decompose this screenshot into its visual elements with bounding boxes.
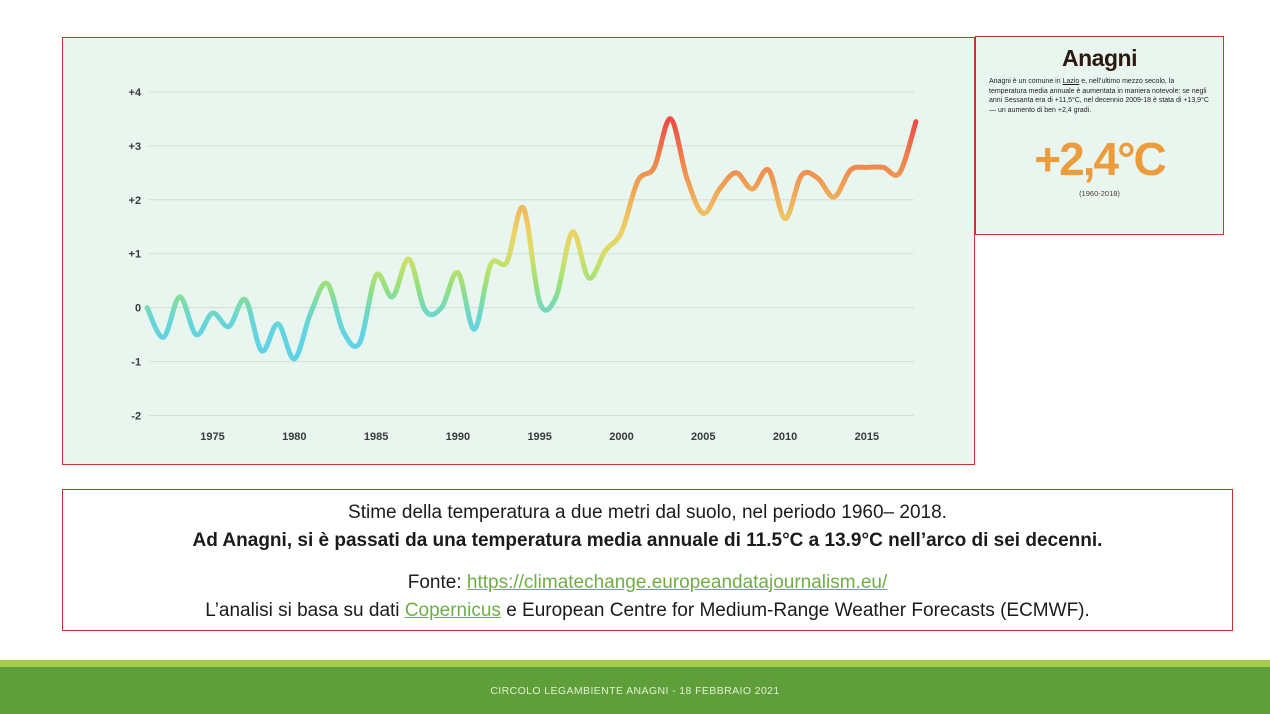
info-body-text-pre: Anagni è un comune in: [989, 78, 1063, 85]
temperature-chart-panel: +4 +3 +2 +1 0 -1 -2 1975 1980 1985 1990 1995 2000 200…: [62, 37, 975, 465]
caption-source-line: Fonte: https://climatechange.europeandat…: [63, 569, 1232, 597]
x-axis-labels: 1975 1980 1985 1990 1995 2000 2005 2010 2015: [200, 431, 879, 443]
svg-text:2015: 2015: [855, 431, 879, 443]
svg-text:2010: 2010: [773, 431, 797, 443]
svg-text:1980: 1980: [282, 431, 306, 443]
info-card-title: Anagni: [1062, 45, 1137, 71]
footer-bar: CIRCOLO LEGAMBIENTE ANAGNI - 18 FEBBRAIO…: [0, 667, 1270, 714]
svg-text:+4: +4: [129, 87, 142, 99]
caption-spacer: [63, 555, 1232, 569]
caption-line-1: Stime della temperatura a due metri dal …: [348, 502, 947, 523]
caption-line-2: Ad Anagni, si è passati da una temperatu…: [192, 530, 1103, 551]
temperature-trend-chart: +4 +3 +2 +1 0 -1 -2 1975 1980 1985 1990 1995 2000 200…: [129, 87, 919, 443]
svg-text:+2: +2: [129, 195, 142, 207]
svg-text:2000: 2000: [609, 431, 633, 443]
analysis-text-pre: L’analisi si basa su dati: [205, 600, 405, 621]
svg-text:2005: 2005: [691, 431, 715, 443]
anagni-info-card: Anagni Anagni è un comune in Lazio e, ne…: [975, 36, 1224, 235]
y-axis-labels: +4 +3 +2 +1 0 -1 -2: [129, 87, 142, 423]
info-card-body: Anagni è un comune in Lazio e, nell’ulti…: [989, 77, 1210, 115]
temperature-delta-value: +2,4°C: [1034, 133, 1166, 186]
copernicus-link[interactable]: Copernicus: [404, 600, 501, 621]
temperature-line: [144, 116, 919, 362]
svg-text:+1: +1: [129, 249, 142, 261]
svg-text:1975: 1975: [200, 431, 224, 443]
footer-text: CIRCOLO LEGAMBIENTE ANAGNI - 18 FEBBRAIO…: [490, 684, 780, 697]
lazio-link[interactable]: Lazio: [1062, 78, 1080, 85]
analysis-text-post: e European Centre for Medium-Range Weath…: [500, 600, 1090, 621]
svg-text:+3: +3: [129, 141, 142, 153]
footer-accent-strip: [0, 660, 1270, 667]
y-gridlines: [149, 91, 914, 417]
source-url-link[interactable]: https://climatechange.europeandatajourna…: [466, 572, 888, 593]
svg-text:0: 0: [135, 303, 141, 315]
svg-text:1985: 1985: [364, 431, 388, 443]
info-body-text-post: e, nell’ultimo mezzo secolo, la temperat…: [989, 78, 1209, 114]
temperature-delta-period: (1960-2018): [1079, 189, 1120, 199]
caption-box: Stime della temperatura a due metri dal …: [62, 489, 1233, 631]
source-label: Fonte:: [407, 572, 467, 593]
svg-text:-1: -1: [131, 357, 141, 369]
caption-analysis-line: L’analisi si basa su dati Copernicus e E…: [63, 597, 1232, 625]
svg-text:1995: 1995: [527, 431, 551, 443]
svg-text:1990: 1990: [446, 431, 470, 443]
svg-text:-2: -2: [131, 410, 141, 422]
